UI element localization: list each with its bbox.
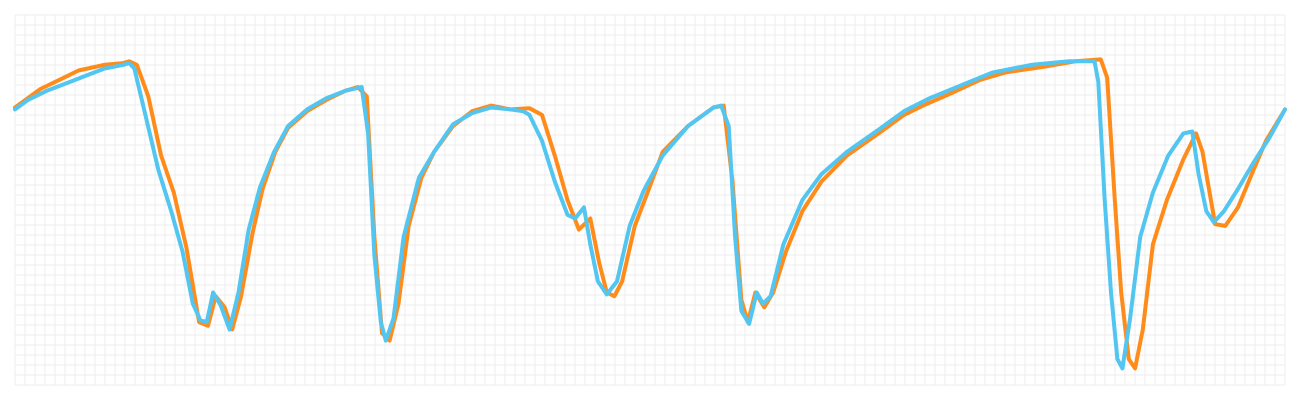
series-line-2 (13, 59, 1287, 371)
series-group (13, 57, 1287, 371)
series-line-1 (13, 57, 1287, 371)
